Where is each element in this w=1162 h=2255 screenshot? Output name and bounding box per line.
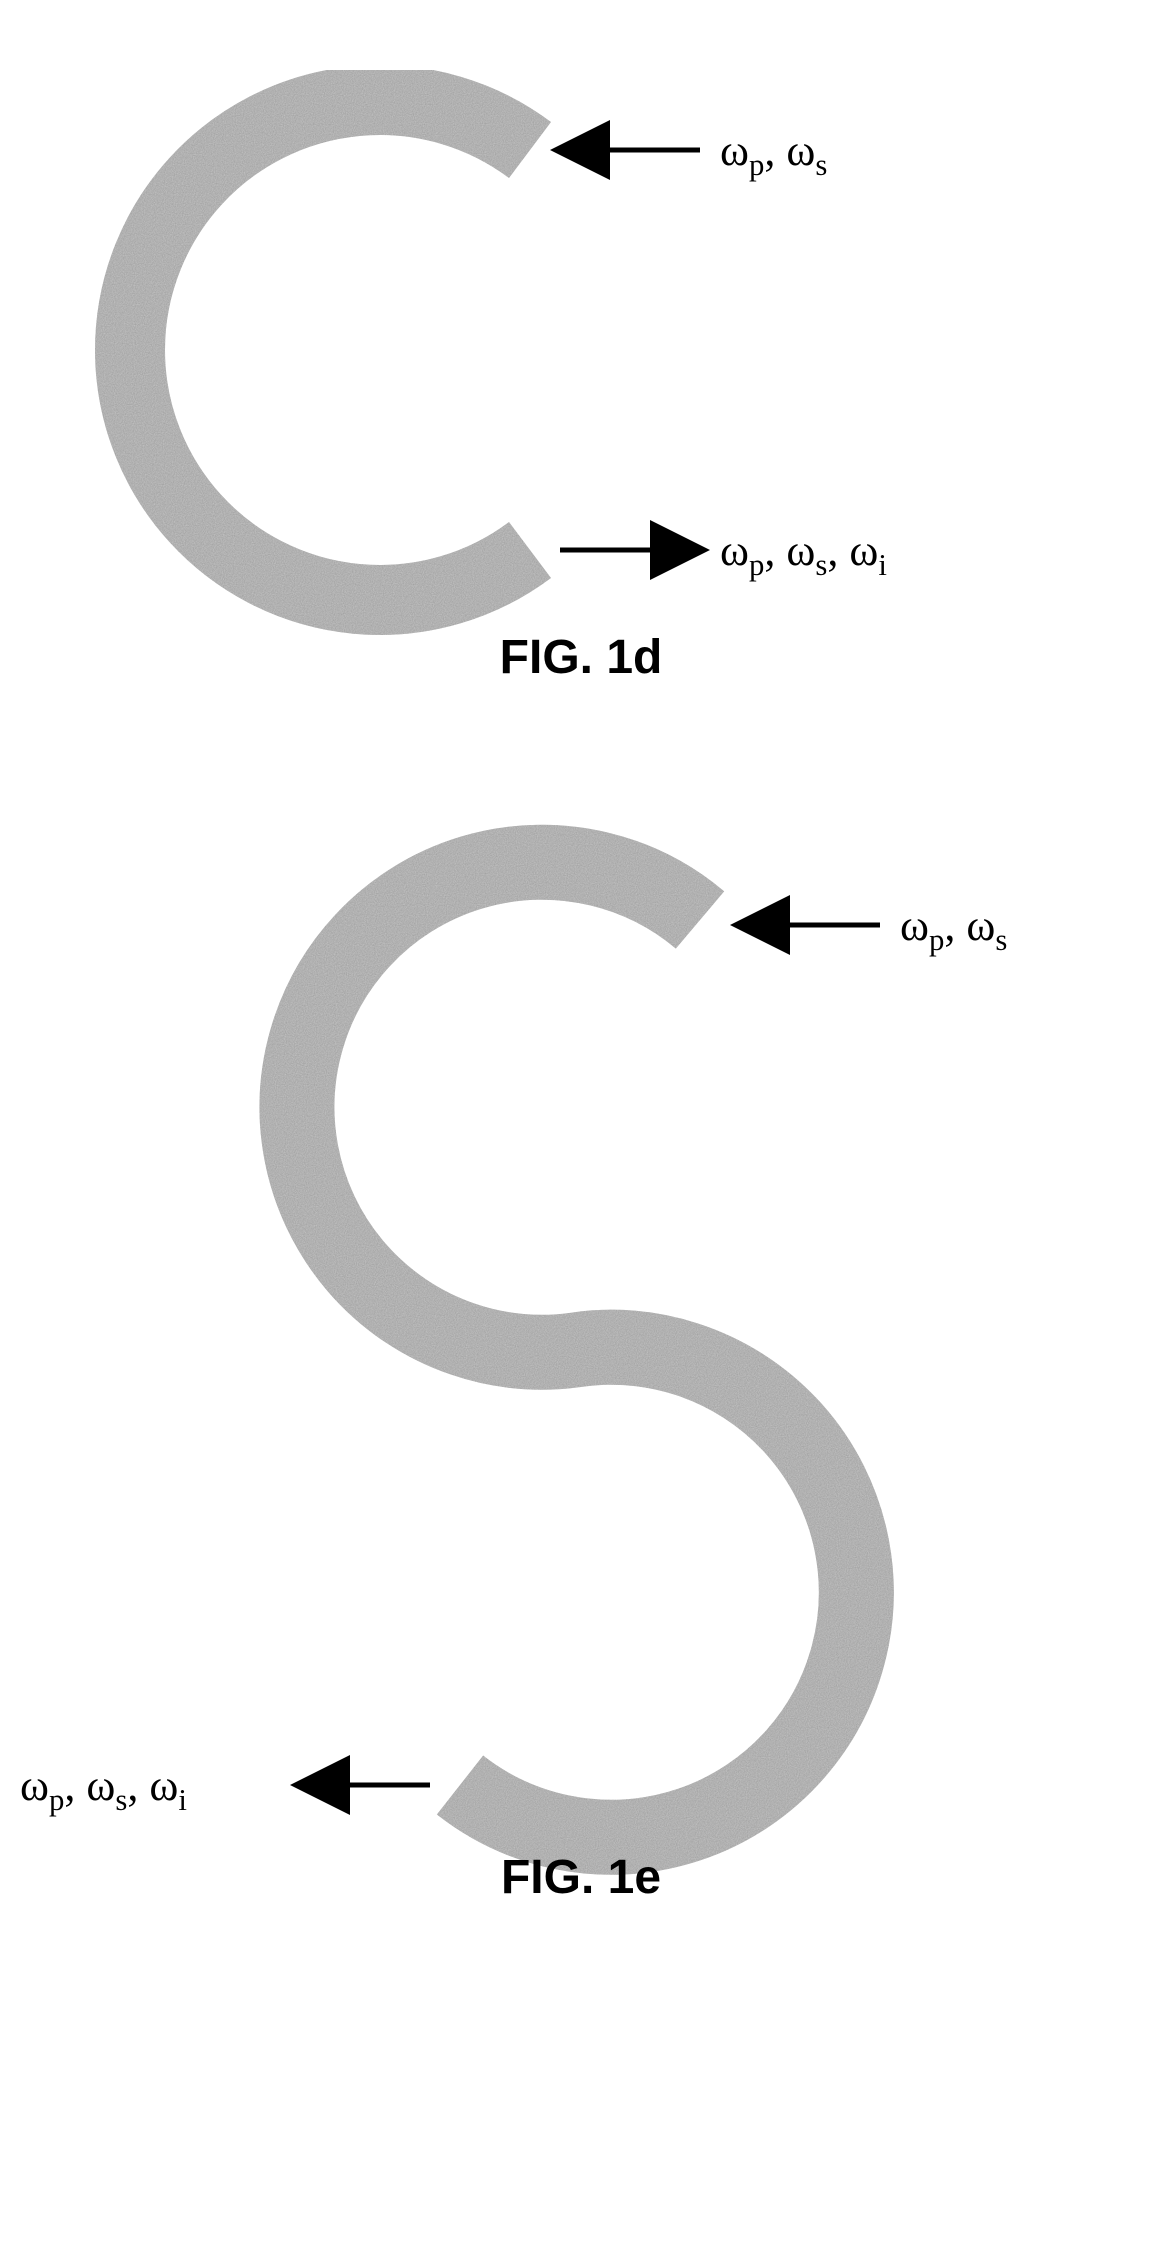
fig1d-output-label: ωp, ωs, ωi <box>720 525 887 583</box>
figure-1d: ωp, ωs ωp, ωs, ωi FIG. 1d <box>0 70 1162 710</box>
fig1d-input-label: ωp, ωs <box>720 125 827 183</box>
fig1d-caption: FIG. 1d <box>0 630 1162 685</box>
fig1e-caption: FIG. 1e <box>0 1850 1162 1905</box>
fig1e-output-label: ωp, ωs, ωi <box>20 1760 187 1818</box>
fig1e-input-label: ωp, ωs <box>900 900 1007 958</box>
figure-1e: ωp, ωs ωp, ωs, ωi FIG. 1e <box>0 820 1162 1940</box>
fig1d-svg <box>0 70 1162 710</box>
